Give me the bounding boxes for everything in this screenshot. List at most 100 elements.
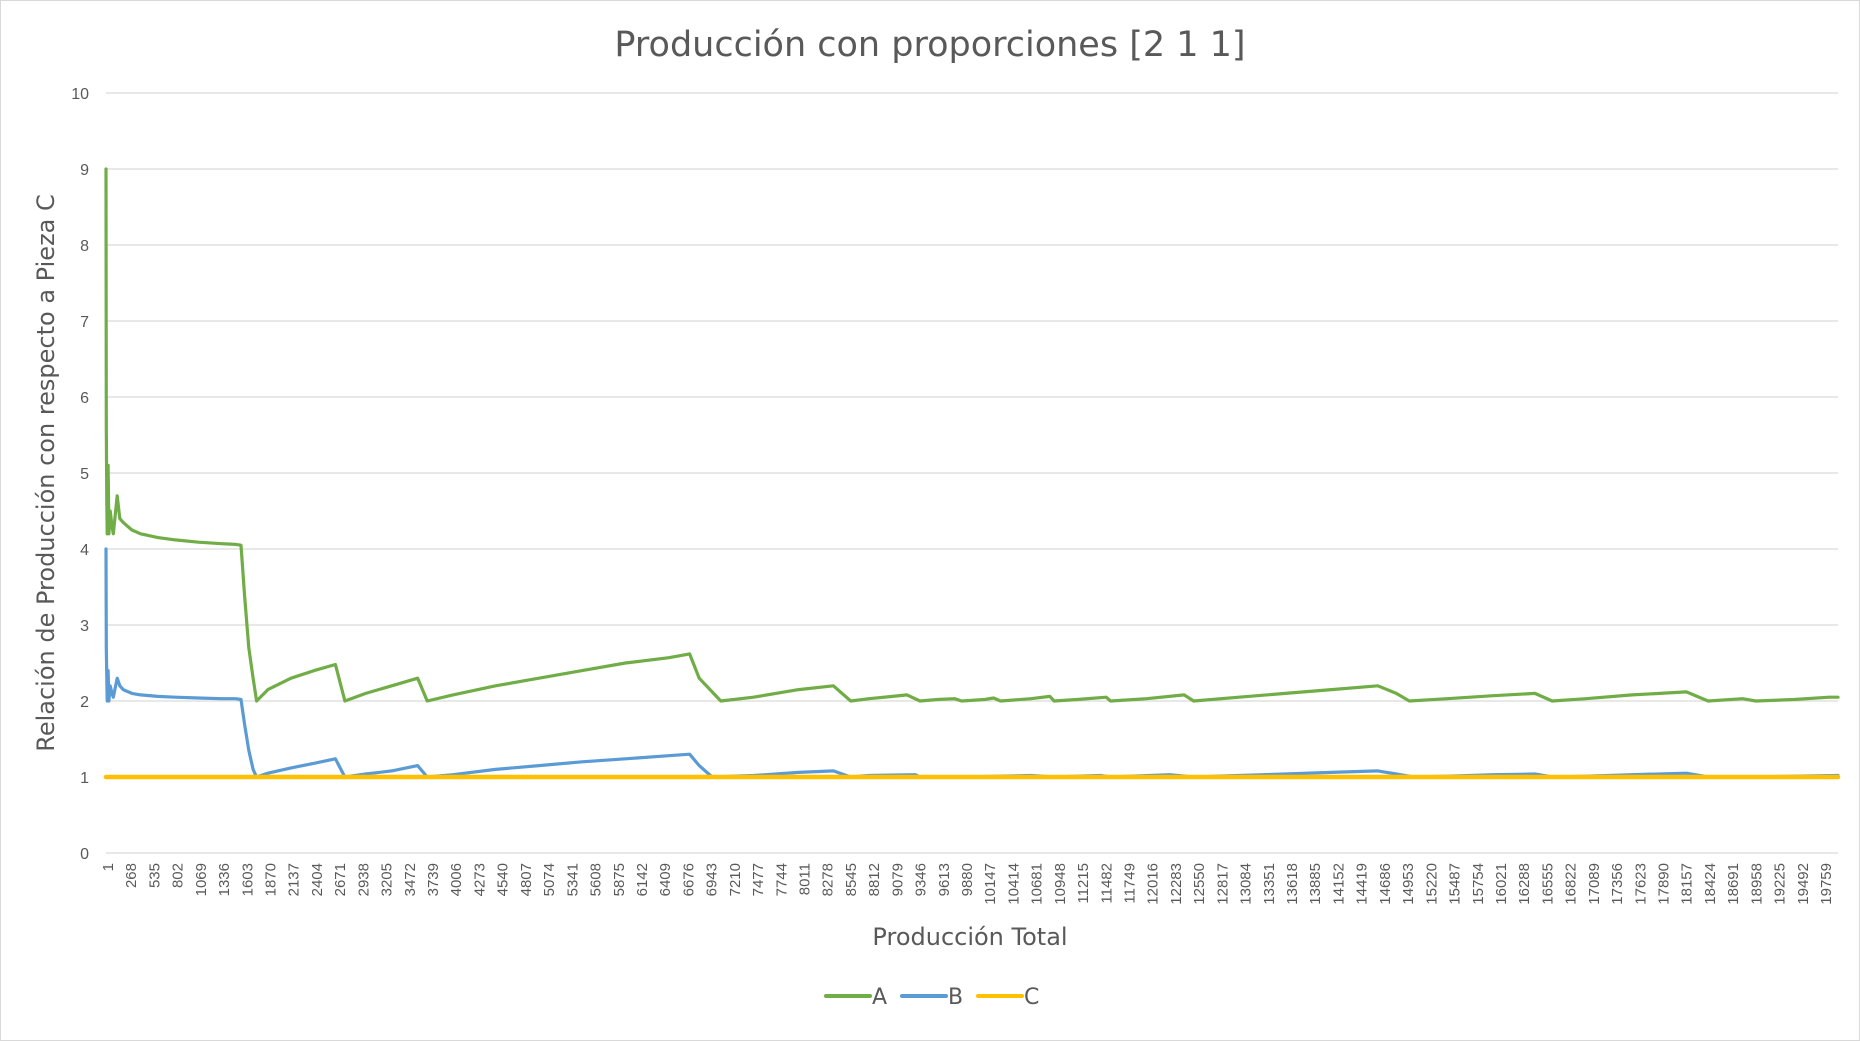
legend-label-a: A [872,985,887,1010]
x-tick-label: 10147 [982,863,999,905]
x-tick-label: 14152 [1330,863,1347,905]
y-tick-label: 5 [80,466,89,483]
x-tick-label: 13885 [1307,863,1324,905]
x-tick-label: 4540 [495,863,512,896]
x-tick-label: 6409 [657,863,674,896]
x-tick-label: 16822 [1563,863,1580,905]
x-tick-label: 16021 [1493,863,1510,905]
x-axis-title: Producción Total [872,923,1067,951]
x-tick-label: 10948 [1052,863,1069,905]
x-tick-label: 14686 [1377,863,1394,905]
y-tick-label: 9 [80,162,89,179]
y-tick-label: 10 [71,86,89,103]
y-tick-label: 7 [80,314,89,331]
x-tick-label: 11749 [1122,863,1139,904]
x-tick-label: 16555 [1539,863,1556,905]
x-tick-label: 9079 [889,863,906,896]
series-line-a [104,167,1840,703]
x-tick-label: 17356 [1609,863,1626,905]
x-tick-label: 1870 [263,863,280,896]
x-tick-label: 8278 [820,863,837,896]
x-tick-label: 14953 [1400,863,1417,905]
x-tick-label: 1 [100,863,117,871]
x-tick-label: 9880 [959,863,976,896]
x-tick-label: 12550 [1191,863,1208,905]
x-tick-label: 3472 [402,863,419,896]
y-tick-label: 0 [80,846,89,863]
x-tick-label: 19225 [1772,863,1789,905]
x-tick-label: 14419 [1354,863,1371,905]
legend-label-b: B [948,985,963,1010]
x-tick-label: 19492 [1795,863,1812,905]
y-tick-label: 2 [80,694,89,711]
x-tick-label: 4006 [448,863,465,896]
x-tick-label: 12283 [1168,863,1185,905]
x-tick-label: 13351 [1261,863,1278,905]
x-tick-label: 1069 [193,863,210,896]
x-tick-label: 11482 [1098,863,1115,904]
y-tick-label: 3 [80,618,89,635]
series-lines [103,167,1841,780]
x-tick-label: 17890 [1655,863,1672,905]
x-tick-label: 10414 [1005,863,1022,905]
x-tick-label: 5608 [588,863,605,896]
chart-title: Producción con proporciones [2 1 1] [614,25,1245,65]
x-tick-label: 15220 [1423,863,1440,905]
x-tick-label: 19759 [1818,863,1835,905]
gridlines [106,92,1838,854]
y-tick-label: 8 [80,238,89,255]
x-tick-label: 535 [146,863,163,888]
x-tick-label: 12016 [1145,863,1162,905]
x-tick-label: 13618 [1284,863,1301,905]
x-tick-label: 802 [170,863,187,888]
x-tick-label: 6676 [680,863,697,896]
x-tick-labels: 1 268 535 802 1069 1336 1603 1870 2137 2404 2671 29… [100,863,1835,905]
x-tick-label: 5875 [611,863,628,896]
x-tick-label: 4273 [471,863,488,896]
x-tick-label: 9613 [936,863,953,896]
x-tick-label: 4807 [518,863,535,896]
x-tick-label: 268 [123,863,140,888]
x-tick-label: 7210 [727,863,744,896]
x-tick-label: 7744 [773,863,790,896]
x-tick-label: 5341 [564,863,581,896]
x-tick-label: 2404 [309,863,326,896]
x-tick-label: 3205 [379,863,396,896]
x-tick-label: 6943 [704,863,721,896]
x-tick-label: 8812 [866,863,883,896]
x-tick-label: 18157 [1679,863,1696,905]
x-tick-label: 18691 [1725,863,1742,905]
y-axis-title: Relación de Producción con respecto a Pi… [32,194,60,752]
x-tick-label: 8011 [796,863,813,895]
x-tick-label: 10681 [1029,863,1046,905]
x-tick-label: 2671 [332,863,349,896]
x-tick-label: 6142 [634,863,651,896]
x-tick-label: 9346 [913,863,930,896]
x-tick-label: 8545 [843,863,860,896]
y-tick-label: 6 [80,390,89,407]
x-tick-label: 13084 [1238,863,1255,905]
x-tick-label: 1336 [216,863,233,896]
x-tick-label: 2938 [355,863,372,896]
x-tick-label: 3739 [425,863,442,896]
x-tick-label: 17623 [1632,863,1649,905]
y-tick-label: 4 [80,542,89,559]
x-tick-label: 17089 [1586,863,1603,905]
x-tick-label: 2137 [286,863,303,896]
legend-label-c: C [1024,985,1039,1010]
y-tick-label: 1 [80,770,89,787]
x-tick-label: 15754 [1470,863,1487,905]
x-tick-label: 18958 [1748,863,1765,905]
x-tick-label: 1603 [239,863,256,896]
y-tick-labels: 0 1 2 3 4 5 6 7 8 9 10 [71,86,89,863]
series-line-b [104,547,1840,779]
x-tick-label: 7477 [750,863,767,896]
x-tick-label: 16288 [1516,863,1533,905]
legend: A B C [824,985,1039,1010]
x-tick-label: 12817 [1214,863,1231,905]
x-tick-label: 15487 [1447,863,1464,905]
x-tick-label: 5074 [541,863,558,896]
x-tick-label: 18424 [1702,863,1719,905]
